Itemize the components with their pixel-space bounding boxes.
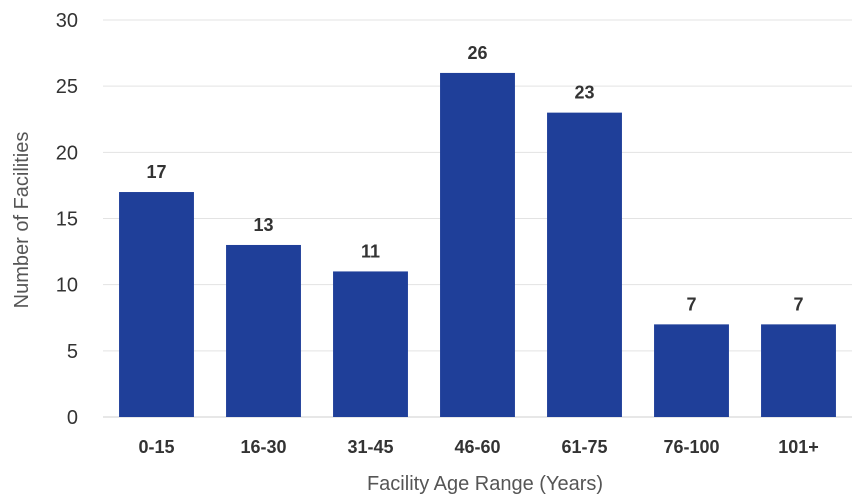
- x-tick-label: 76-100: [663, 437, 719, 457]
- bar-16-30: [226, 244, 301, 417]
- x-tick-label: 16-30: [240, 437, 286, 457]
- y-tick-label: 30: [56, 10, 78, 32]
- data-label: 11: [361, 241, 380, 261]
- data-label: 13: [253, 215, 273, 235]
- y-tick-label: 15: [56, 209, 78, 231]
- bars: [119, 72, 836, 417]
- x-axis-title: Facility Age Range (Years): [367, 473, 603, 495]
- x-axis-ticks: 0-15 16-30 31-45 46-60 61-75 76-100 101+: [138, 437, 818, 457]
- bar-31-45: [333, 271, 408, 417]
- y-axis-ticks: 0 5 10 15 20 25 30: [56, 10, 78, 429]
- x-tick-label: 0-15: [138, 437, 174, 457]
- x-tick-label: 46-60: [454, 437, 500, 457]
- x-tick-label: 101+: [778, 437, 819, 457]
- bar-76-100: [654, 324, 729, 417]
- bar-0-15: [119, 192, 194, 417]
- y-tick-label: 25: [56, 76, 78, 98]
- data-label: 23: [574, 83, 594, 103]
- bar-101+: [761, 324, 836, 417]
- bar-46-60: [440, 72, 515, 417]
- data-labels: 17 13 11 26 23 7 7: [146, 43, 803, 314]
- y-tick-label: 20: [56, 142, 78, 164]
- x-tick-label: 61-75: [561, 437, 607, 457]
- data-label: 26: [467, 43, 487, 63]
- y-tick-label: 0: [67, 407, 78, 429]
- data-label: 7: [686, 294, 696, 314]
- y-axis-title: Number of Facilities: [11, 132, 33, 309]
- data-label: 7: [793, 294, 803, 314]
- y-tick-label: 5: [67, 341, 78, 363]
- data-label: 17: [146, 162, 166, 182]
- bar-61-75: [547, 112, 622, 417]
- x-tick-label: 31-45: [347, 437, 393, 457]
- y-tick-label: 10: [56, 275, 78, 297]
